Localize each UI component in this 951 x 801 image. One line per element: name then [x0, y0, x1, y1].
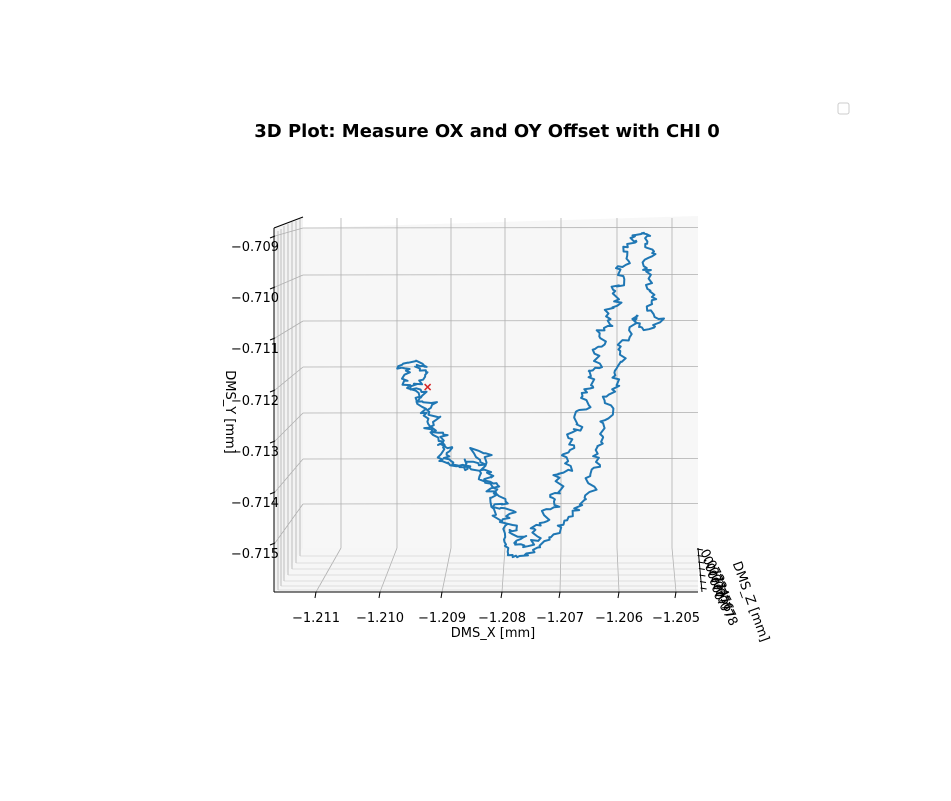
y-tick-mark	[269, 491, 276, 495]
x-tick-label: −1.205	[652, 611, 700, 626]
y-tick-label: −0.713	[231, 445, 279, 460]
x-tick-label: −1.211	[292, 611, 340, 626]
x-floor-grid-line	[379, 547, 398, 593]
x-floor-grid-line	[441, 547, 452, 593]
y-tick-label: −0.711	[231, 342, 279, 357]
z-tick-mark	[699, 574, 706, 577]
x-floor-grid-line	[616, 547, 620, 593]
y-tick-label: −0.710	[231, 291, 279, 306]
y-tick-mark	[269, 542, 276, 546]
marker-stroke-b	[424, 383, 432, 391]
x-tick-mark	[617, 591, 620, 599]
y-axis-label: DMS_Y [mm]	[222, 370, 237, 454]
y-side-grid-line	[274, 320, 304, 339]
y-side-grid-line	[274, 227, 304, 237]
y-tick-mark	[269, 440, 276, 444]
x-tick-mark	[314, 591, 317, 599]
x-floor-grid-line	[559, 547, 562, 593]
z-tick-mark	[699, 581, 707, 583]
x-tick-label: −1.207	[536, 611, 584, 626]
x-tick-label: −1.209	[418, 611, 466, 626]
y-grid-line	[302, 274, 699, 276]
back-pane	[303, 216, 698, 548]
y-tick-label: −0.709	[231, 240, 279, 255]
z-tick-mark	[696, 548, 704, 551]
start-point-marker	[424, 383, 432, 391]
y-tick-label: −0.712	[231, 394, 279, 409]
y-side-grid-line	[274, 366, 304, 391]
data-series-line	[396, 231, 665, 559]
y-ticks: −0.709 −0.710 −0.711 −0.712 −0.713 −0.714 −0.7…	[231, 235, 279, 562]
x-floor-grid-line	[671, 547, 677, 593]
y-tick-label: −0.715	[231, 547, 279, 562]
top-edge-line	[273, 216, 304, 229]
x-tick-mark	[440, 591, 443, 599]
z-tick-mark	[697, 555, 704, 557]
y-tick-mark	[269, 337, 276, 341]
x-tick-mark	[674, 591, 677, 599]
y-side-grid-line	[274, 412, 304, 442]
x-tick-mark	[378, 591, 381, 599]
x-floor-grid-line	[501, 547, 506, 593]
z-axis-label: DMS_Z [mm]	[729, 560, 772, 645]
y-grid-line	[302, 458, 699, 460]
z-tick-mark	[698, 568, 705, 570]
y-grid-line	[302, 366, 699, 368]
x-tick-mark	[558, 591, 561, 599]
x-tick-mark	[500, 591, 503, 599]
axes-lines	[273, 216, 703, 593]
x-tick-label: −1.208	[478, 611, 526, 626]
y-grid-line	[302, 227, 699, 229]
y-grid-line	[302, 320, 699, 322]
x-tick-label: −1.206	[595, 611, 643, 626]
z-tick-mark	[700, 587, 707, 590]
y-side-grid-line	[274, 503, 304, 544]
y-tick-mark	[269, 286, 276, 290]
x-ticks: −1.211 −1.210 −1.209 −1.208 −1.207 −1.206 −1.2…	[292, 591, 700, 626]
y-tick-label: −0.714	[231, 496, 279, 511]
y-tick-mark	[269, 389, 276, 393]
x-axis-label: DMS_X [mm]	[451, 626, 536, 641]
y-tick-mark	[269, 235, 276, 239]
legend-box	[837, 102, 850, 115]
y-grid-line	[302, 412, 699, 414]
y-side-grid-line	[274, 458, 304, 493]
y-side-grid-line	[274, 274, 304, 288]
x-tick-label: −1.210	[356, 611, 404, 626]
x-floor-grid-line	[315, 547, 342, 593]
chart-title: 3D Plot: Measure OX and OY Offset with C…	[254, 121, 719, 142]
z-tick-mark	[698, 561, 705, 564]
